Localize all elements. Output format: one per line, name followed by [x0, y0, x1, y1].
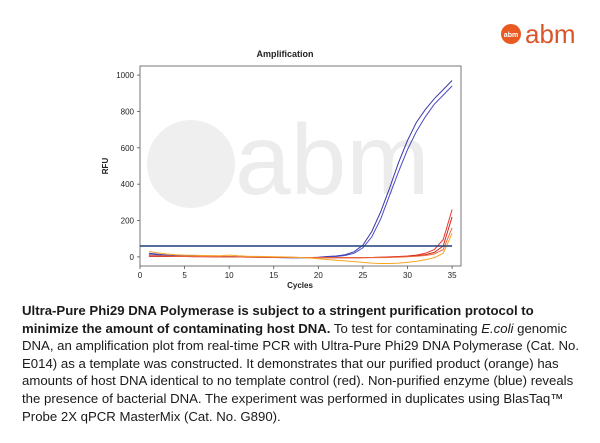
y-tick-label: 1000 [116, 71, 134, 80]
caption-ecoli: E.coli [481, 320, 514, 336]
x-tick-label: 5 [182, 271, 187, 280]
caption-part2: genomic DNA, an amplification plot from … [22, 320, 579, 424]
y-tick-label: 0 [130, 253, 135, 262]
watermark-circle [147, 120, 235, 208]
x-axis-label: Cycles [287, 281, 313, 290]
caption-part1: To test for contaminating [330, 320, 482, 336]
watermark: abm [147, 104, 430, 216]
y-axis-ticks: 0 200 400 600 800 1000 [116, 71, 140, 262]
series-line-5 [148, 227, 453, 259]
x-tick-label: 15 [269, 271, 278, 280]
chart-title: Amplification [256, 49, 313, 59]
figure-caption: Ultra-Pure Phi29 DNA Polymerase is subje… [22, 302, 582, 425]
series-line-3 [148, 209, 453, 259]
y-tick-label: 600 [121, 144, 135, 153]
x-tick-label: 10 [225, 271, 234, 280]
logo-word: abm [525, 19, 576, 49]
x-tick-label: 25 [358, 271, 367, 280]
watermark-text: abm [235, 104, 430, 216]
logo-badge-circle [501, 24, 521, 44]
y-tick-label: 800 [121, 107, 135, 116]
series-group [148, 80, 453, 264]
amplification-chart: Amplification abm 0 200 400 600 800 1000 0 5 10… [101, 49, 462, 290]
caption-bold: Ultra-Pure Phi29 DNA Polymerase is subje… [22, 303, 534, 336]
series-line-4 [148, 216, 453, 259]
abm-logo: abm abm [501, 19, 576, 49]
x-tick-label: 35 [448, 271, 457, 280]
plot-frame [139, 65, 462, 267]
x-axis-ticks: 0 5 10 15 20 25 30 35 [138, 266, 457, 280]
x-tick-label: 0 [138, 271, 143, 280]
y-tick-label: 200 [121, 217, 135, 226]
y-tick-label: 400 [121, 180, 135, 189]
y-axis-label: RFU [101, 158, 110, 175]
x-tick-label: 20 [314, 271, 323, 280]
x-tick-label: 30 [403, 271, 412, 280]
series-line-6 [148, 233, 453, 264]
logo-badge-text: abm [504, 32, 518, 39]
